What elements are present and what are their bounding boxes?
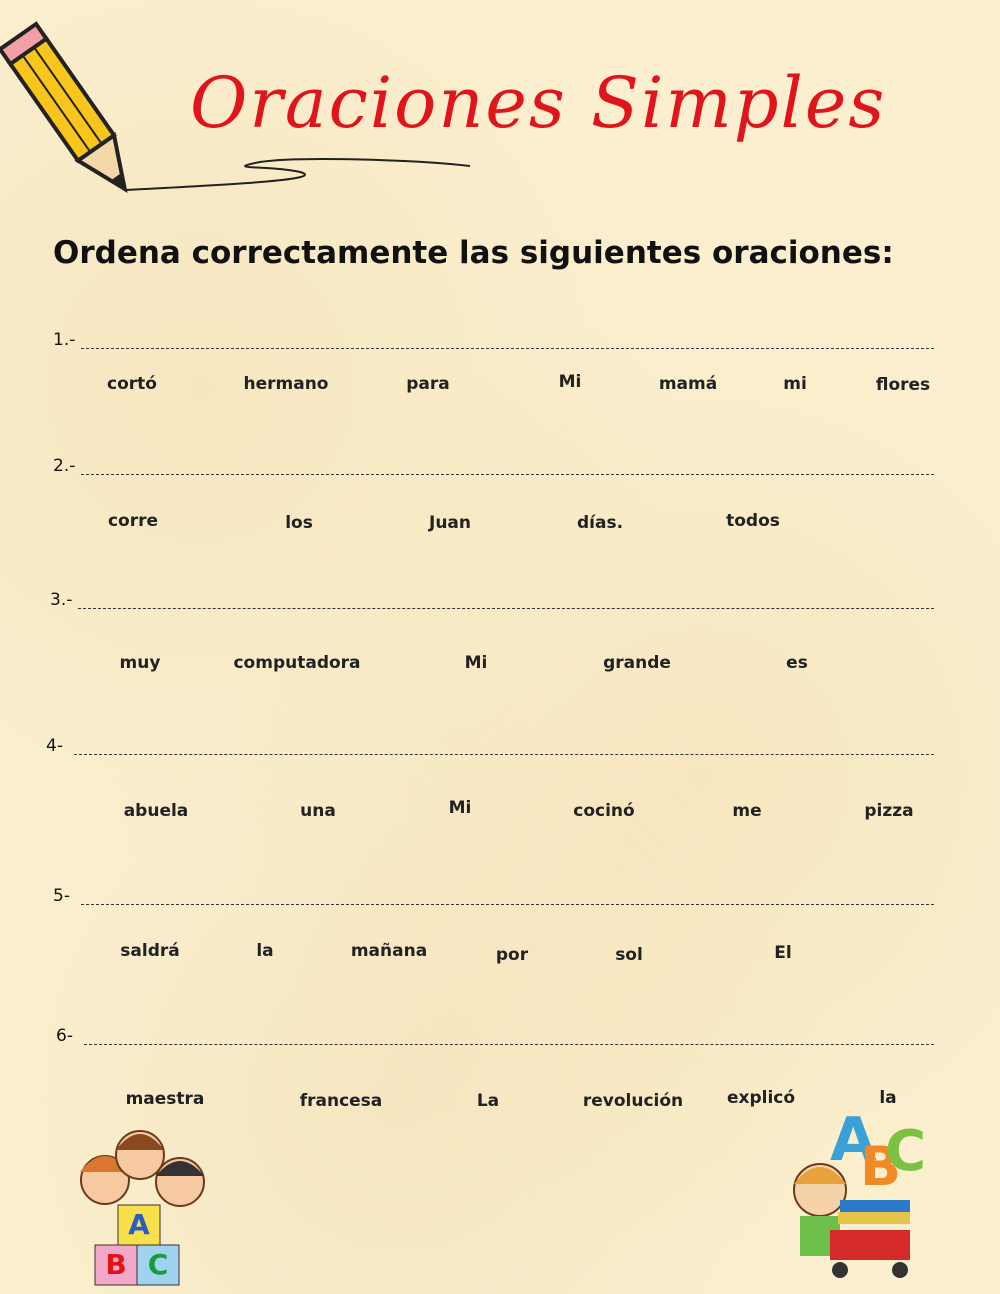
word-chip[interactable]: revolución <box>582 1091 684 1111</box>
answer-line[interactable] <box>81 904 934 905</box>
word-chip[interactable]: todos <box>726 511 780 531</box>
item-label: 4- <box>46 736 63 756</box>
answer-line[interactable] <box>84 1044 934 1045</box>
word-chip[interactable]: abuela <box>123 801 189 821</box>
word-chip[interactable]: grande <box>603 653 671 673</box>
item-label: 5- <box>53 886 70 906</box>
word-chip[interactable]: me <box>732 801 762 821</box>
svg-text:B: B <box>860 1135 901 1198</box>
boy-abc-illustration: A B C <box>793 1105 926 1278</box>
answer-line[interactable] <box>81 474 934 475</box>
word-chip[interactable]: mañana <box>350 941 428 961</box>
word-chip[interactable]: flores <box>875 375 931 395</box>
answer-line[interactable] <box>78 608 934 609</box>
word-chip[interactable]: El <box>774 943 792 963</box>
word-chip[interactable]: hermano <box>243 374 329 394</box>
word-chip[interactable]: una <box>300 801 336 821</box>
word-chip[interactable]: Mi <box>464 653 488 673</box>
word-chip[interactable]: días. <box>576 513 624 533</box>
instruction: Ordena correctamente las siguientes orac… <box>53 235 894 271</box>
svg-text:C: C <box>885 1119 926 1184</box>
word-chip[interactable]: Juan <box>428 513 472 533</box>
answer-line[interactable] <box>74 754 934 755</box>
word-chip[interactable]: Mi <box>448 798 472 818</box>
item-label: 6- <box>56 1026 73 1046</box>
word-chip[interactable]: la <box>879 1088 897 1108</box>
answer-line[interactable] <box>81 348 934 349</box>
word-chip[interactable]: mi <box>783 374 807 394</box>
word-chip[interactable]: mamá <box>658 374 718 394</box>
item-label: 3.- <box>50 590 73 610</box>
word-chip[interactable]: la <box>256 941 274 961</box>
svg-text:A: A <box>128 1208 150 1241</box>
word-chip[interactable]: pizza <box>864 801 914 821</box>
word-chip[interactable]: Mi <box>558 372 582 392</box>
word-chip[interactable]: explicó <box>726 1088 796 1108</box>
word-chip[interactable]: cocinó <box>573 801 635 821</box>
svg-text:C: C <box>148 1248 169 1281</box>
item-label: 1.- <box>53 330 76 350</box>
word-chip[interactable]: saldrá <box>120 941 180 961</box>
word-chip[interactable]: muy <box>119 653 161 673</box>
word-chip[interactable]: sol <box>615 945 643 965</box>
word-chip[interactable]: es <box>786 653 808 673</box>
word-chip[interactable]: computadora <box>233 653 361 673</box>
word-chip[interactable]: para <box>406 374 450 394</box>
word-chip[interactable]: los <box>285 513 313 533</box>
item-label: 2.- <box>53 456 76 476</box>
kids-illustration: A B C <box>80 1130 205 1286</box>
title: Oraciones Simples <box>190 62 887 144</box>
word-chip[interactable]: corre <box>107 511 159 531</box>
svg-text:B: B <box>105 1248 126 1281</box>
word-chip[interactable]: francesa <box>299 1091 383 1111</box>
word-chip[interactable]: por <box>495 945 529 965</box>
word-chip[interactable]: cortó <box>107 374 157 394</box>
word-chip[interactable]: maestra <box>125 1089 205 1109</box>
word-chip[interactable]: La <box>476 1091 500 1111</box>
pencil-illustration <box>0 21 471 194</box>
svg-text:A: A <box>830 1105 877 1175</box>
